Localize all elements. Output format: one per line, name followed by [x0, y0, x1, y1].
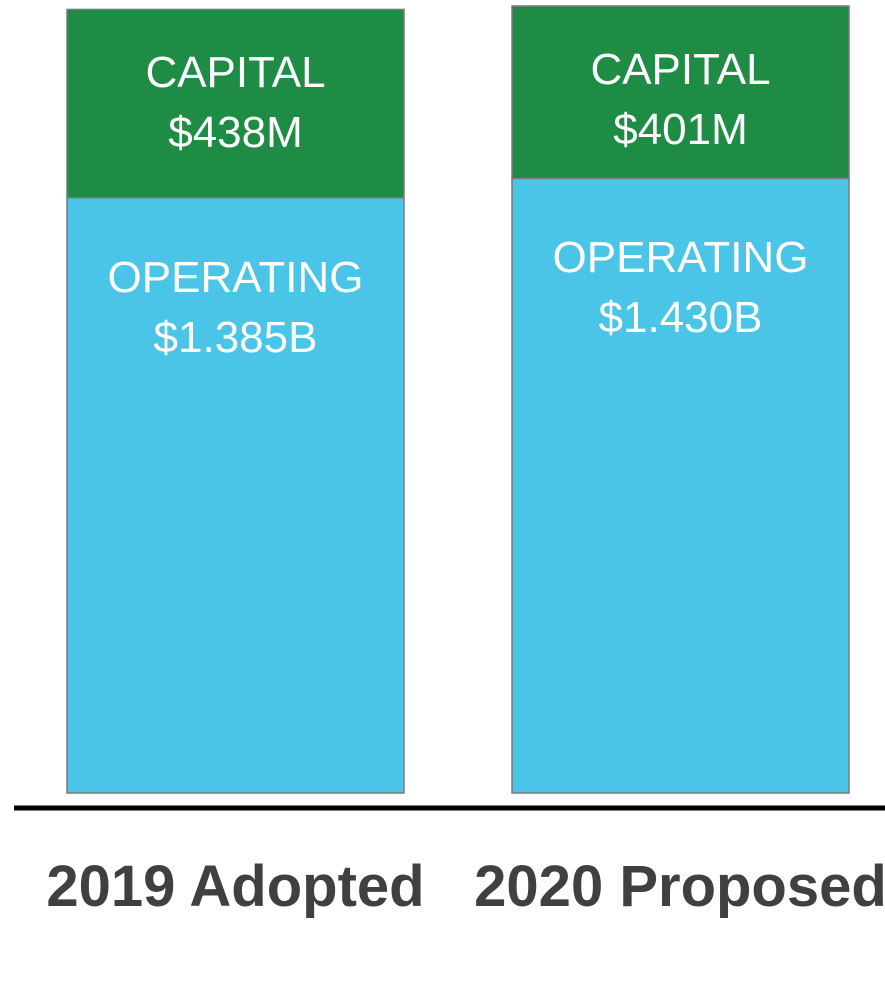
- bar-segment: [511, 5, 850, 180]
- value-label: $401M: [613, 105, 748, 154]
- x-tick-label: 2019 Adopted: [46, 854, 425, 919]
- bar-segment: [66, 8, 405, 199]
- segment-name: CAPITAL: [590, 45, 771, 94]
- segment-name: OPERATING: [107, 252, 364, 302]
- x-tick-label: 2020 Proposed: [474, 854, 885, 919]
- value-label: $1.385B: [153, 312, 318, 362]
- value-label: $438M: [168, 108, 303, 158]
- segment-name: CAPITAL: [145, 48, 326, 98]
- bar-segment: [66, 196, 405, 794]
- value-label: $1.430B: [598, 293, 763, 343]
- segment-name: OPERATING: [552, 233, 809, 283]
